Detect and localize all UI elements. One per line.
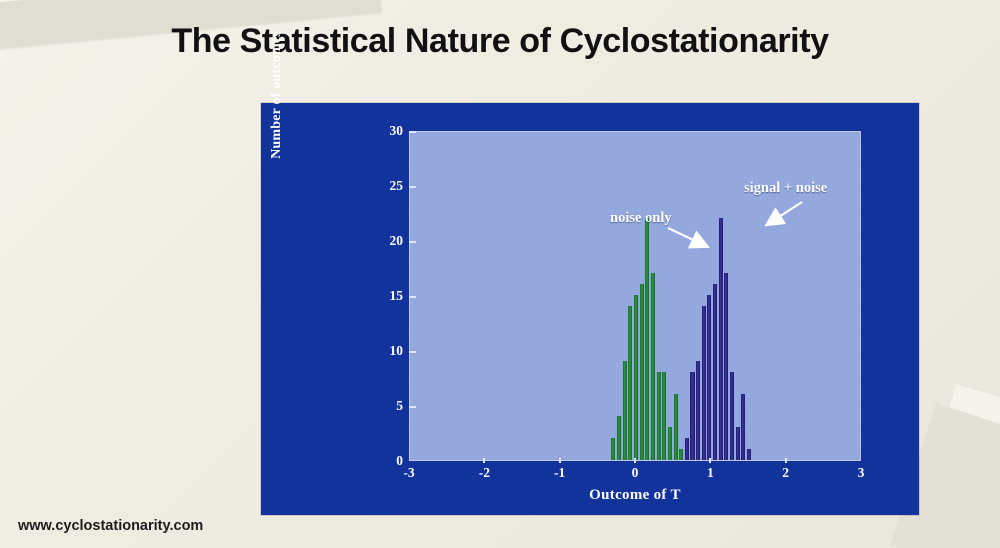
torn-paper-edge-right-under	[912, 384, 1000, 548]
x-axis-tickmark	[709, 458, 712, 463]
histogram-bar	[730, 372, 735, 460]
histogram-bar	[628, 306, 633, 460]
histogram-bar	[746, 449, 752, 460]
chart-figure: Number of outcomes 0 5 10 15 20 25 30 noise on…	[261, 31, 919, 515]
plot-area: noise only signal + noise	[409, 131, 861, 461]
histogram-bars	[410, 132, 860, 460]
annotation-signal-plus-noise: signal + noise	[744, 180, 828, 196]
y-axis-tickmark	[409, 351, 416, 353]
y-axis-tick: 0	[396, 453, 403, 468]
y-axis-tick: 15	[389, 288, 404, 303]
y-axis-tickmark	[409, 241, 416, 243]
x-axis-tickmark	[558, 458, 561, 463]
histogram-bar	[611, 438, 616, 460]
x-axis-label: Outcome of T	[589, 487, 681, 503]
histogram-bar	[684, 438, 689, 460]
y-axis-tickmark	[409, 406, 416, 408]
histogram-bar	[724, 273, 729, 460]
histogram-bar	[622, 361, 627, 460]
histogram-bar	[667, 427, 672, 460]
y-axis-tickmark	[409, 131, 416, 133]
y-axis-tick: 10	[389, 343, 404, 358]
y-axis-tick: 30	[389, 123, 404, 138]
x-axis-tickmark	[784, 458, 787, 463]
y-axis-tick: 25	[389, 178, 404, 193]
x-axis-tick: -3	[403, 465, 415, 480]
histogram-bar	[718, 218, 723, 460]
x-axis-tick: -2	[478, 465, 490, 480]
histogram-bar	[645, 218, 650, 460]
histogram-bar	[741, 394, 746, 460]
y-axis-tick-labels: 0 5 10 15 20 25 30	[357, 124, 404, 467]
y-axis-tick: 20	[389, 233, 404, 248]
histogram-bar	[707, 295, 712, 460]
histogram-bar	[633, 295, 639, 460]
histogram-bar	[650, 273, 655, 460]
histogram-bar	[701, 306, 706, 460]
annotation-noise-only: noise only	[610, 210, 672, 226]
x-axis-tick: 3	[857, 465, 865, 480]
histogram-bar	[673, 394, 678, 460]
histogram-bar	[662, 372, 667, 460]
x-axis-tickmark	[483, 458, 486, 463]
y-axis-tick: 5	[396, 398, 403, 413]
page-title: The Statistical Nature of Cyclostationar…	[171, 22, 829, 60]
histogram-bar	[639, 284, 644, 460]
histogram-bar	[690, 372, 695, 460]
histogram-bar	[696, 361, 701, 460]
y-axis-tickmark	[409, 186, 416, 188]
x-axis-tick: -1	[554, 465, 566, 480]
footer-website-url: www.cyclostationarity.com	[18, 518, 204, 534]
histogram-bar	[679, 449, 684, 460]
x-axis-tick: 2	[782, 465, 790, 480]
x-axis-tick: 0	[631, 465, 639, 480]
x-axis-tick: 1	[706, 465, 714, 480]
histogram-bar	[713, 284, 718, 460]
histogram-bar	[656, 372, 661, 460]
x-axis-tick-labels: -3 -2 -1 0 1 2 3	[403, 465, 864, 489]
histogram-bar	[735, 427, 740, 460]
y-axis-tickmark	[409, 296, 416, 298]
x-axis-tickmark	[634, 458, 636, 463]
y-axis-label: Number of outcomes	[269, 31, 284, 159]
histogram-bar	[617, 416, 622, 460]
